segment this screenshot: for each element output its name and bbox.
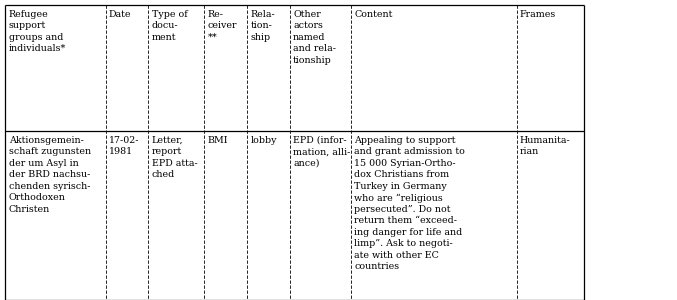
Text: Re-
ceiver
**: Re- ceiver ** bbox=[208, 10, 238, 42]
Text: Other
actors
named
and rela-
tionship: Other actors named and rela- tionship bbox=[293, 10, 336, 65]
Text: EPD (infor-
mation, alli-
ance): EPD (infor- mation, alli- ance) bbox=[293, 136, 351, 168]
Text: Date: Date bbox=[109, 10, 131, 19]
Text: Refugee
support
groups and
individuals*: Refugee support groups and individuals* bbox=[9, 10, 66, 53]
Text: Appealing to support
and grant admission to
15 000 Syrian-Ortho-
dox Christians : Appealing to support and grant admission… bbox=[354, 136, 465, 271]
Text: Type of
docu-
ment: Type of docu- ment bbox=[152, 10, 188, 42]
Text: Rela-
tion-
ship: Rela- tion- ship bbox=[250, 10, 276, 42]
Text: Frames: Frames bbox=[520, 10, 556, 19]
Text: Letter,
report
EPD atta-
ched: Letter, report EPD atta- ched bbox=[152, 136, 198, 179]
Text: Content: Content bbox=[354, 10, 393, 19]
Text: Humanita-
rian: Humanita- rian bbox=[520, 136, 571, 156]
Text: 17-02-
1981: 17-02- 1981 bbox=[109, 136, 139, 156]
Text: lobby: lobby bbox=[250, 136, 277, 145]
Text: BMI: BMI bbox=[208, 136, 228, 145]
Text: Aktionsgemein-
schaft zugunsten
der um Asyl in
der BRD nachsu-
chenden syrisch-
: Aktionsgemein- schaft zugunsten der um A… bbox=[9, 136, 91, 214]
